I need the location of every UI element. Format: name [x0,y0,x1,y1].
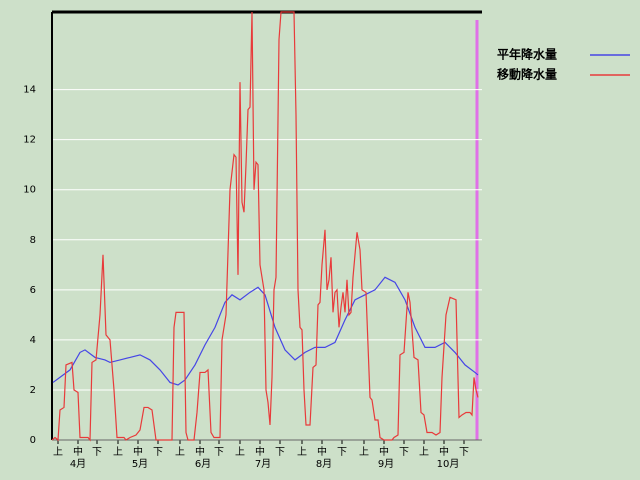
y-tick-label: 14 [23,85,36,96]
x-tick-label: 上 [113,446,123,458]
legend-label: 平年降水量 [497,47,557,62]
x-tick-label: 中 [439,445,449,458]
y-tick-label: 10 [23,185,36,196]
month-label: 6月 [195,458,211,470]
month-label: 8月 [316,458,332,470]
x-tick-label: 下 [214,447,224,458]
y-tick-label: 4 [30,335,36,346]
series-line [52,276,479,386]
month-label: 4月 [70,458,86,470]
series-line [51,11,479,442]
x-tick-label: 下 [92,447,102,458]
x-tick-label: 下 [459,447,469,458]
x-tick-label: 下 [275,447,285,458]
y-tick-label: 6 [30,285,36,296]
x-tick-label: 中 [133,445,143,458]
y-tick-label: 12 [23,135,36,146]
x-tick-label: 下 [337,447,347,458]
legend-label: 移動降水量 [497,67,557,82]
month-label: 9月 [378,458,394,470]
x-tick-label: 上 [297,446,307,458]
x-tick-label: 上 [235,446,245,458]
x-tick-label: 下 [153,447,163,458]
x-tick-label: 上 [419,446,429,458]
month-label: 10月 [437,458,460,470]
x-tick-label: 中 [255,445,265,458]
x-tick-label: 中 [379,445,389,458]
x-tick-label: 上 [359,446,369,458]
x-tick-label: 上 [175,446,185,458]
y-tick-label: 8 [30,235,36,246]
x-tick-label: 中 [73,445,83,458]
x-tick-label: 上 [53,446,63,458]
x-tick-label: 中 [195,445,205,458]
y-tick-label: 2 [30,385,36,396]
month-label: 5月 [132,458,148,470]
x-tick-label: 中 [317,445,327,458]
month-label: 7月 [255,458,271,470]
x-tick-label: 下 [399,447,409,458]
y-tick-label: 0 [30,435,36,446]
